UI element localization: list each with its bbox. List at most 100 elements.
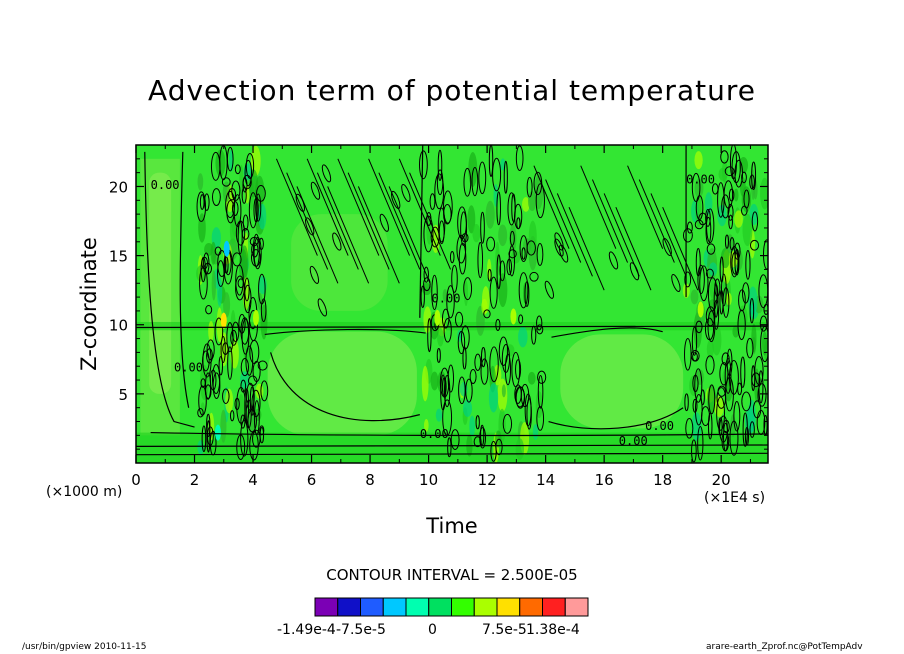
contour [231, 201, 239, 217]
contour [521, 247, 526, 260]
contour [749, 421, 755, 438]
plot-area: 0.000.00 0.000.000.00 0.000.00 [136, 145, 768, 463]
contour [737, 309, 746, 341]
cell [239, 371, 250, 389]
colorbar-swatch [496, 597, 521, 617]
contour [443, 317, 452, 343]
contour [524, 281, 530, 307]
contour [717, 385, 727, 397]
x-tick-label: 18 [653, 471, 672, 489]
cell-highlight [220, 312, 227, 329]
contour-label: 0.00 [432, 292, 461, 306]
contour [629, 262, 640, 281]
contour [251, 389, 261, 418]
contour [516, 217, 521, 230]
contour [451, 264, 458, 293]
contour [580, 165, 617, 249]
contour [446, 285, 455, 319]
colorbar [314, 597, 589, 617]
contour [332, 232, 342, 251]
contour [409, 172, 451, 270]
contour-label: 0.00 [174, 361, 203, 375]
cell [734, 210, 743, 228]
contour [214, 246, 222, 256]
contour [729, 420, 739, 456]
contour [726, 348, 733, 377]
contour [716, 396, 726, 431]
contour [554, 232, 564, 251]
contour [518, 272, 529, 309]
contour [489, 346, 499, 383]
contour-label: 0.00 [151, 178, 180, 192]
contour [537, 370, 547, 384]
contour [503, 160, 508, 194]
contour [245, 153, 255, 179]
contour [321, 164, 332, 183]
contour [260, 380, 269, 402]
contour-line [419, 145, 424, 318]
x-tick-label: 20 [712, 471, 731, 489]
contour [458, 376, 466, 405]
contour [253, 197, 259, 223]
contour [515, 359, 522, 380]
contour [248, 192, 258, 229]
contour [197, 407, 204, 418]
contour [671, 273, 681, 293]
contour [457, 206, 467, 240]
contour [205, 305, 213, 315]
contour [728, 214, 733, 230]
contour [347, 172, 390, 270]
cell [469, 415, 476, 437]
cell [197, 173, 204, 191]
contour [483, 309, 491, 319]
axes: 0 2 4 6 8 10 12 14 16 18 20 5 10 15 20 [109, 144, 769, 489]
contour [438, 207, 446, 243]
contour [506, 258, 513, 276]
contour [241, 187, 247, 204]
contour [498, 336, 509, 366]
contour [729, 237, 735, 251]
contour [504, 353, 512, 386]
contour [691, 326, 698, 356]
contour [650, 193, 687, 277]
cell [197, 440, 204, 455]
contour [201, 256, 208, 270]
colorbar-label: -7.5e-5 [336, 622, 386, 638]
contour [469, 369, 477, 385]
y-tick-label: 15 [109, 248, 128, 266]
cell [498, 273, 508, 308]
contour [316, 172, 359, 270]
contour [685, 418, 694, 439]
contour [697, 425, 704, 461]
contour [199, 194, 205, 210]
contour [751, 372, 761, 388]
contour [245, 345, 254, 376]
contour [388, 186, 431, 284]
contour [757, 383, 767, 407]
cell [708, 262, 718, 277]
contour [591, 179, 629, 263]
contour [368, 158, 411, 256]
contour [337, 158, 380, 256]
contour [741, 282, 750, 304]
contour [490, 440, 497, 462]
contour [457, 330, 466, 355]
colorbar-swatch [519, 597, 543, 617]
contour [556, 193, 593, 277]
cell [738, 157, 749, 174]
band [136, 432, 768, 463]
colorbar-swatch [337, 597, 361, 617]
contour [427, 318, 432, 353]
cell-highlight [510, 308, 517, 325]
cell [485, 200, 495, 229]
contour [707, 277, 718, 312]
contour [740, 356, 746, 388]
contour [496, 191, 501, 226]
colorbar-swatch [382, 597, 407, 617]
contour [253, 236, 262, 270]
contour [443, 203, 452, 225]
colorbar-label: 7.5e-5 [482, 622, 527, 638]
contour [714, 278, 721, 297]
contour [705, 208, 711, 227]
cell [223, 292, 231, 318]
